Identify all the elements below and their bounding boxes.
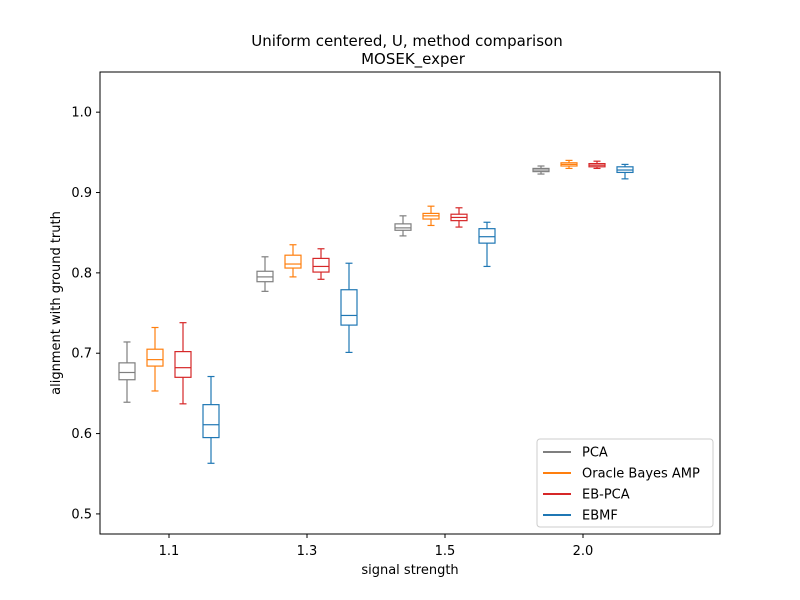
legend-label: PCA [582,446,608,461]
box-plot [118,341,136,403]
x-tick-label: 1.3 [297,544,318,559]
legend-label: Oracle Bayes AMP [582,467,700,482]
box-plot [146,326,164,392]
legend-label: EBMF [582,509,618,524]
box-plot [394,215,412,237]
box [146,348,164,367]
box-plot [478,221,496,268]
box [284,254,302,269]
y-tick-label: 0.9 [71,186,92,201]
box [312,257,330,273]
box-plot [616,163,634,180]
box-plot [450,207,468,228]
box [202,404,220,439]
y-axis-label: alignment with ground truth [49,211,64,395]
chart-subtitle: MOSEK_exper [361,50,466,69]
x-axis-label: signal strength [361,563,458,578]
y-tick-label: 0.6 [71,427,92,442]
box-plots [118,159,634,464]
x-axis: 1.1 1.3 1.5 2.0 [159,534,594,559]
box [118,362,136,381]
box-plot [256,256,274,292]
box-plot [202,375,220,464]
box [174,351,192,378]
box-plot [284,244,302,278]
y-tick-label: 0.8 [71,266,92,281]
legend: PCA Oracle Bayes AMP EB-PCA EBMF [536,438,714,528]
box [478,228,496,244]
box-plot [174,322,192,405]
x-tick-label: 1.1 [159,544,180,559]
x-tick-label: 1.5 [435,544,456,559]
box-plot [588,160,606,170]
y-axis: 0.5 0.6 0.7 0.8 0.9 1.0 [71,106,100,522]
box-plot [422,205,440,227]
legend-box [536,438,714,528]
box [394,223,412,231]
legend-label: EB-PCA [582,488,630,503]
box-plot [312,248,330,280]
box [340,289,358,326]
box-plot [340,262,358,354]
y-tick-label: 0.7 [71,347,92,362]
y-tick-label: 1.0 [71,106,92,121]
x-tick-label: 2.0 [573,544,594,559]
box-plot [532,165,550,175]
box-plot [560,159,578,170]
chart-title: Uniform centered, U, method comparison [251,32,562,50]
y-tick-label: 0.5 [71,507,92,522]
